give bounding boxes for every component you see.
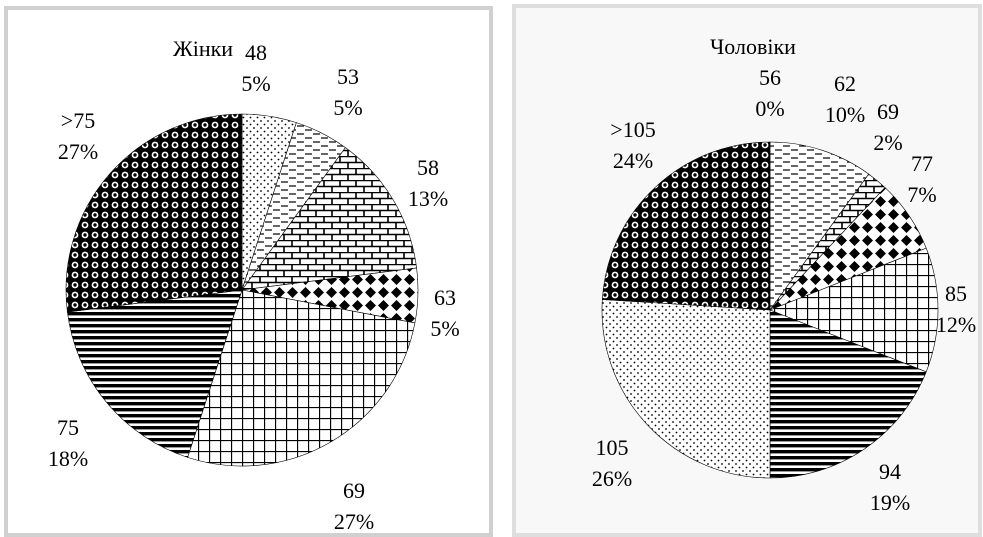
slice-category: 56 — [759, 65, 781, 90]
slice-label: 85 12% — [930, 278, 982, 340]
chart-women: Жінки 48 5% 53 5% 58 13% 63 5% 69 27% 75… — [4, 6, 493, 537]
slice-category: 69 — [877, 99, 899, 124]
pie-slice — [601, 299, 771, 479]
slice-label: 48 5% — [236, 37, 276, 99]
slice-label: 63 5% — [420, 282, 470, 344]
slice-label: 69 27% — [324, 475, 384, 537]
pie-slice — [241, 147, 417, 291]
pie-slice — [67, 289, 243, 458]
pie-slice — [769, 309, 927, 479]
slice-category: 69 — [343, 478, 365, 503]
slice-label: 105 26% — [582, 432, 642, 494]
slice-label: 56 0% — [748, 62, 792, 124]
slice-label: 94 19% — [860, 456, 920, 518]
slice-percent: 12% — [935, 312, 977, 337]
slice-label: 58 13% — [400, 152, 456, 214]
slice-category: >75 — [60, 108, 96, 133]
slice-percent: 5% — [333, 95, 363, 120]
chart-title: Жінки — [173, 36, 234, 61]
pie-men — [601, 141, 939, 479]
pie-slice — [187, 289, 416, 467]
slice-label: >105 24% — [600, 114, 666, 176]
pie-slice — [769, 247, 939, 373]
pie-women — [65, 113, 419, 467]
slice-category: 85 — [945, 281, 967, 306]
pie-slice — [65, 113, 243, 313]
slice-category: >105 — [610, 117, 656, 142]
slice-percent: 26% — [591, 466, 633, 491]
slice-percent: 24% — [612, 148, 654, 173]
slice-label: 77 7% — [900, 148, 944, 210]
chart-men: Чоловіки 56 0% 62 10% 69 2% 77 7% 85 12%… — [510, 0, 983, 537]
chart-title: Чоловіки — [710, 34, 796, 59]
slice-category: 105 — [595, 435, 629, 460]
slice-percent: 0% — [755, 96, 785, 121]
slice-percent: 2% — [873, 130, 903, 155]
slice-label: 75 18% — [38, 412, 98, 474]
slice-label: 69 2% — [866, 96, 910, 158]
slice-label: 62 10% — [818, 68, 872, 130]
slice-category: 53 — [337, 64, 359, 89]
slice-percent: 5% — [241, 71, 271, 96]
slice-category: 58 — [417, 155, 439, 180]
slice-percent: 7% — [907, 182, 937, 207]
slice-percent: 27% — [333, 509, 375, 534]
slice-category: 77 — [911, 151, 933, 176]
pie-slice — [769, 141, 870, 311]
pie-slice — [602, 141, 771, 311]
slice-category: 94 — [879, 459, 901, 484]
slice-label: >75 27% — [48, 105, 108, 167]
slice-percent: 19% — [869, 490, 911, 515]
slice-percent: 13% — [407, 186, 449, 211]
slice-category: 62 — [834, 71, 856, 96]
slice-percent: 18% — [47, 446, 89, 471]
slice-percent: 27% — [57, 139, 99, 164]
slice-category: 63 — [434, 285, 456, 310]
slice-category: 75 — [57, 415, 79, 440]
slice-percent: 10% — [824, 102, 866, 127]
slice-label: 53 5% — [324, 61, 372, 123]
slice-percent: 5% — [430, 316, 460, 341]
slice-category: 48 — [245, 40, 267, 65]
